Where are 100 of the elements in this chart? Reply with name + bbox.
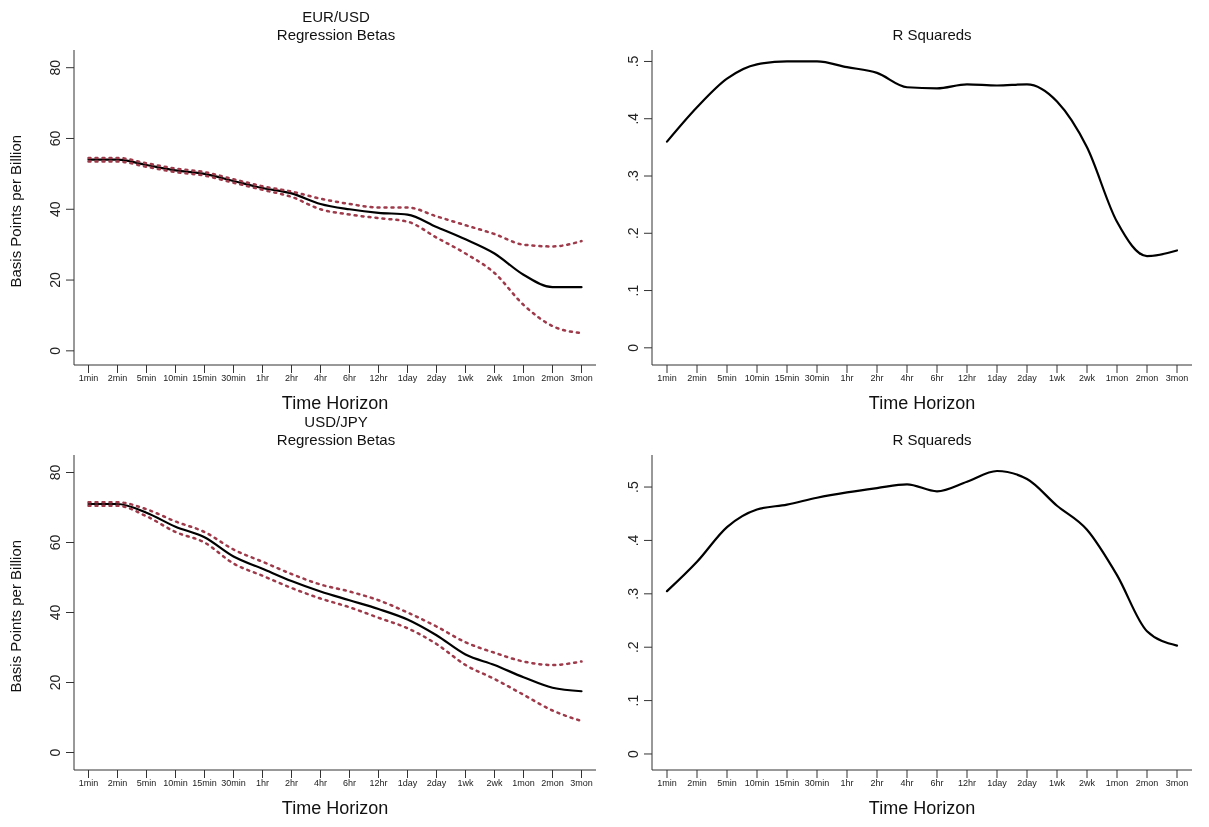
x-tick-label: 2mon — [1135, 778, 1159, 789]
x-tick-label: 5min — [136, 373, 157, 384]
x-tick-label: 1mon — [512, 373, 535, 384]
x-tick-label: 1day — [987, 778, 1008, 789]
y-tick-label: 20 — [47, 272, 63, 288]
x-tick-label: 15min — [774, 778, 800, 789]
y-tick-label: 0 — [625, 343, 641, 352]
x-tick-label: 1wk — [1048, 778, 1066, 789]
y-tick-label: .2 — [625, 641, 641, 654]
y-tick-label: 20 — [47, 674, 63, 691]
x-tick-label: 30min — [221, 373, 246, 384]
x-tick-label: 1mon — [1105, 778, 1129, 789]
x-tick-label: 2min — [107, 778, 128, 789]
x-tick-label: 10min — [744, 778, 770, 789]
chart-subtitle: Regression Betas — [275, 26, 397, 44]
y-tick-label: .1 — [625, 694, 641, 707]
x-tick-label: 3mon — [570, 373, 593, 384]
x-tick-label: 4hr — [313, 778, 328, 789]
y-tick-label: .4 — [625, 112, 641, 125]
x-tick-label: 1min — [78, 373, 99, 384]
x-tick-label: 2hr — [284, 373, 299, 384]
y-tick-label: 0 — [47, 346, 63, 355]
x-tick-label: 1wk — [457, 373, 474, 384]
x-tick-label: 2hr — [870, 373, 884, 384]
x-tick-label: 15min — [774, 373, 800, 384]
y-tick-label: 80 — [47, 464, 63, 481]
chart-subtitle: Regression Betas — [275, 431, 397, 449]
chart-title: EUR/USD — [301, 8, 371, 26]
x-tick-label: 10min — [163, 778, 188, 789]
y-tick-label: 40 — [47, 604, 63, 621]
x-tick-label: 6hr — [342, 778, 357, 789]
x-axis-title: Time Horizon — [281, 393, 389, 413]
x-tick-label: 1day — [397, 778, 418, 789]
x-tick-label: 2wk — [486, 778, 503, 789]
x-tick-label: 12hr — [369, 373, 388, 384]
x-tick-label: 10min — [744, 373, 770, 384]
x-tick-label: 2min — [687, 373, 707, 384]
x-tick-label: 1wk — [1048, 373, 1066, 384]
x-tick-label: 30min — [804, 373, 830, 384]
x-tick-label: 30min — [221, 778, 246, 789]
x-tick-label: 2day — [1017, 778, 1038, 789]
x-tick-label: 3mon — [570, 778, 593, 789]
x-tick-label: 10min — [163, 373, 188, 384]
y-axis-title: Basis Points per Billion — [7, 134, 25, 288]
x-tick-label: 1hr — [255, 778, 270, 789]
chart-title: USD/JPY — [303, 413, 369, 431]
x-tick-label: 1hr — [840, 373, 854, 384]
x-tick-label: 2wk — [1078, 373, 1096, 384]
x-tick-label: 2mon — [1135, 373, 1159, 384]
y-tick-label: .4 — [625, 534, 641, 547]
y-axis-title: Basis Points per Billion — [7, 539, 25, 693]
x-tick-label: 4hr — [313, 373, 328, 384]
x-tick-label: 12hr — [957, 778, 977, 789]
x-tick-label: 2wk — [1078, 778, 1096, 789]
y-tick-label: .3 — [625, 169, 641, 182]
x-tick-label: 5min — [717, 373, 737, 384]
x-tick-label: 2min — [107, 373, 128, 384]
y-tick-label: .3 — [625, 587, 641, 600]
x-axis-title: Time Horizon — [868, 393, 976, 413]
x-tick-label: 2hr — [284, 778, 299, 789]
x-tick-label: 1mon — [512, 778, 535, 789]
x-tick-label: 2wk — [486, 373, 503, 384]
x-axis-title: Time Horizon — [281, 798, 389, 818]
x-tick-label: 2day — [426, 778, 447, 789]
x-tick-label: 15min — [192, 373, 217, 384]
y-tick-label: 40 — [47, 201, 63, 218]
y-tick-label: .5 — [625, 480, 641, 493]
y-tick-label: 60 — [47, 534, 63, 551]
x-tick-label: 2day — [426, 373, 447, 384]
y-tick-label: .2 — [625, 227, 641, 240]
x-tick-label: 6hr — [930, 778, 944, 789]
chart-title: R Squareds — [891, 431, 973, 449]
x-tick-label: 4hr — [900, 778, 914, 789]
x-axis-title: Time Horizon — [868, 798, 976, 818]
x-tick-label: 1hr — [840, 778, 854, 789]
x-tick-label: 1mon — [1105, 373, 1129, 384]
x-tick-label: 1min — [657, 373, 677, 384]
x-tick-label: 1min — [657, 778, 677, 789]
x-tick-label: 1day — [397, 373, 418, 384]
x-tick-label: 5min — [136, 778, 157, 789]
x-tick-label: 6hr — [342, 373, 357, 384]
x-tick-label: 15min — [192, 778, 217, 789]
line-series — [87, 160, 583, 335]
x-tick-label: 2hr — [870, 778, 884, 789]
y-tick-label: .1 — [625, 284, 641, 297]
x-tick-label: 12hr — [369, 778, 388, 789]
line-series — [665, 60, 1179, 258]
x-tick-label: 30min — [804, 778, 830, 789]
x-tick-label: 2mon — [541, 778, 564, 789]
x-tick-label: 3mon — [1165, 373, 1189, 384]
x-tick-label: 1hr — [255, 373, 270, 384]
x-tick-label: 2mon — [541, 373, 564, 384]
y-tick-label: 0 — [47, 748, 63, 757]
y-tick-label: 80 — [47, 59, 63, 76]
line-series — [665, 469, 1179, 647]
x-tick-label: 3mon — [1165, 778, 1189, 789]
x-tick-label: 4hr — [900, 373, 914, 384]
x-tick-label: 12hr — [957, 373, 977, 384]
x-tick-label: 2day — [1017, 373, 1038, 384]
y-tick-label: 0 — [625, 749, 641, 758]
